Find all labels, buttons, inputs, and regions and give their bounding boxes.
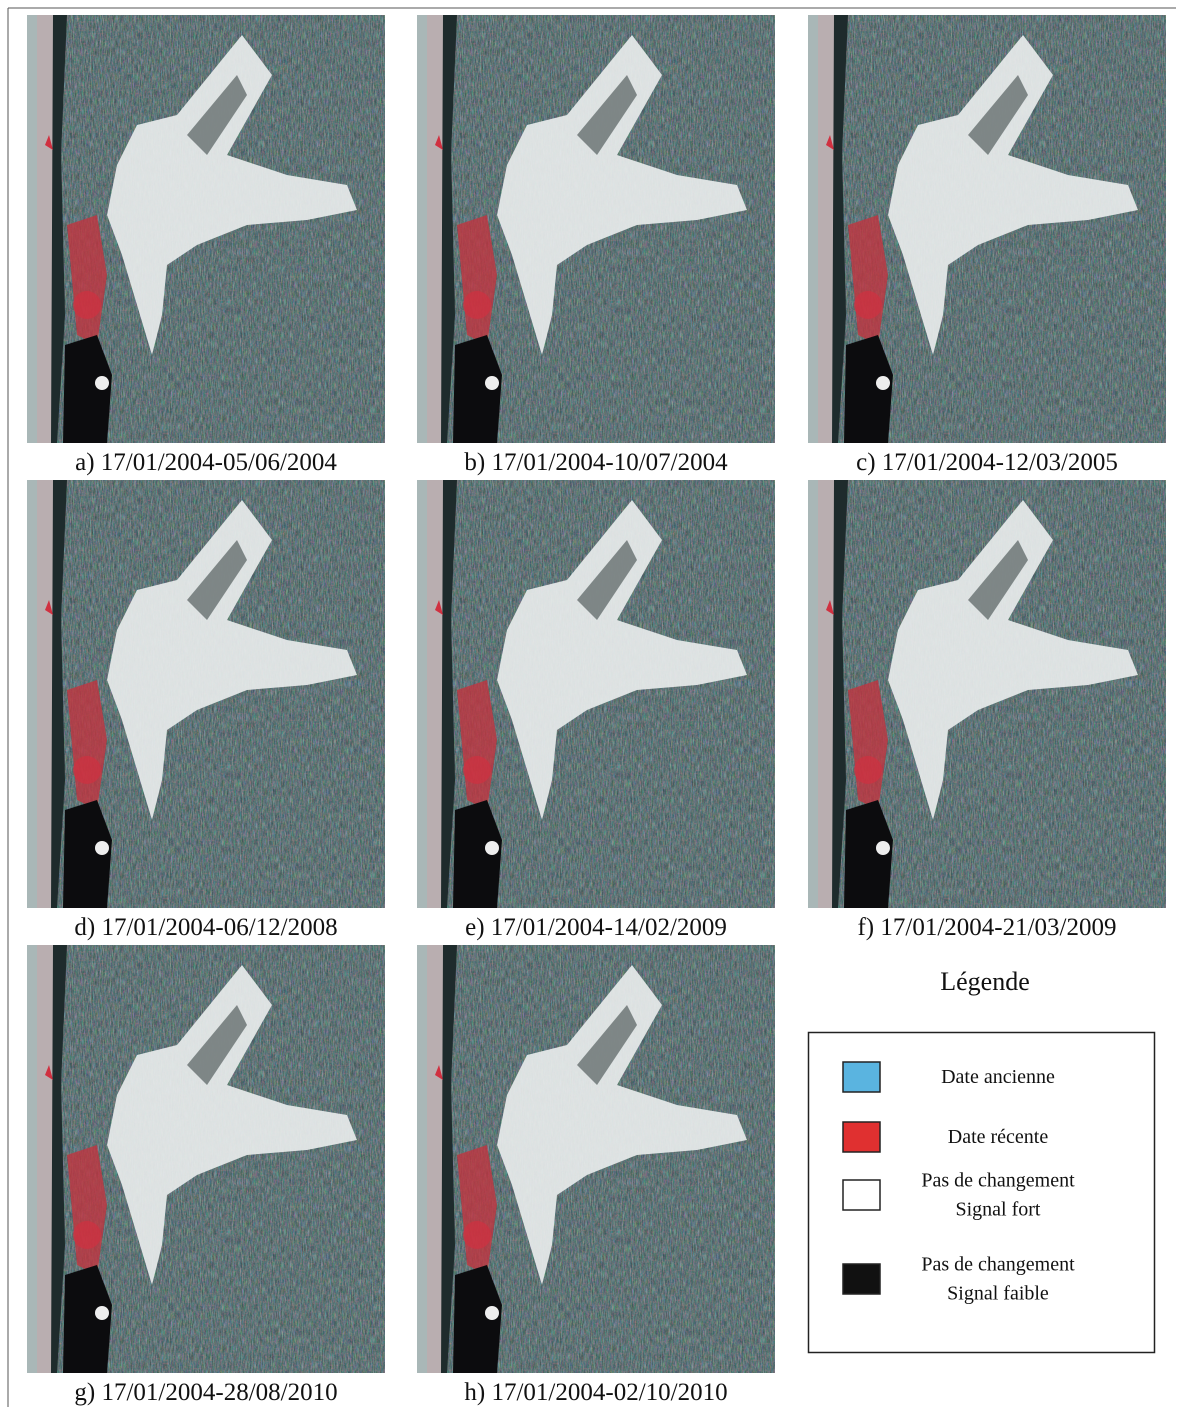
- legend-title: Légende: [940, 967, 1030, 996]
- legend-label: Signal fort: [956, 1199, 1041, 1221]
- satellite-image: [417, 480, 775, 908]
- panel-caption: h) 17/01/2004-02/10/2010: [464, 1379, 727, 1406]
- panel-caption: b) 17/01/2004-10/07/2004: [464, 449, 728, 476]
- legend-swatch: [843, 1062, 880, 1092]
- legend-label: Signal faible: [947, 1283, 1049, 1305]
- satellite-image: [27, 15, 385, 443]
- satellite-image: [417, 945, 775, 1373]
- satellite-image: [27, 945, 385, 1373]
- panel-caption: f) 17/01/2004-21/03/2009: [857, 914, 1116, 941]
- panel-caption: c) 17/01/2004-12/03/2005: [856, 449, 1118, 476]
- panel-caption: g) 17/01/2004-28/08/2010: [74, 1379, 337, 1406]
- panel-caption: a) 17/01/2004-05/06/2004: [75, 449, 337, 476]
- legend-label: Pas de changement: [921, 1170, 1075, 1192]
- legend-label: Date récente: [948, 1126, 1049, 1148]
- panel-caption: d) 17/01/2004-06/12/2008: [74, 914, 337, 941]
- satellite-image: [808, 480, 1166, 908]
- legend-label: Date ancienne: [941, 1066, 1055, 1088]
- legend-swatch: [843, 1264, 880, 1294]
- panel-caption: e) 17/01/2004-14/02/2009: [465, 914, 727, 941]
- satellite-image: [27, 480, 385, 908]
- legend-swatch: [843, 1180, 880, 1210]
- satellite-image: [417, 15, 775, 443]
- legend-label: Pas de changement: [921, 1254, 1075, 1276]
- satellite-image: [808, 15, 1166, 443]
- figure: Légende a) 17/01/2004-05/06/2004 b) 17/01…: [0, 0, 1182, 1407]
- legend-swatch: [843, 1122, 880, 1152]
